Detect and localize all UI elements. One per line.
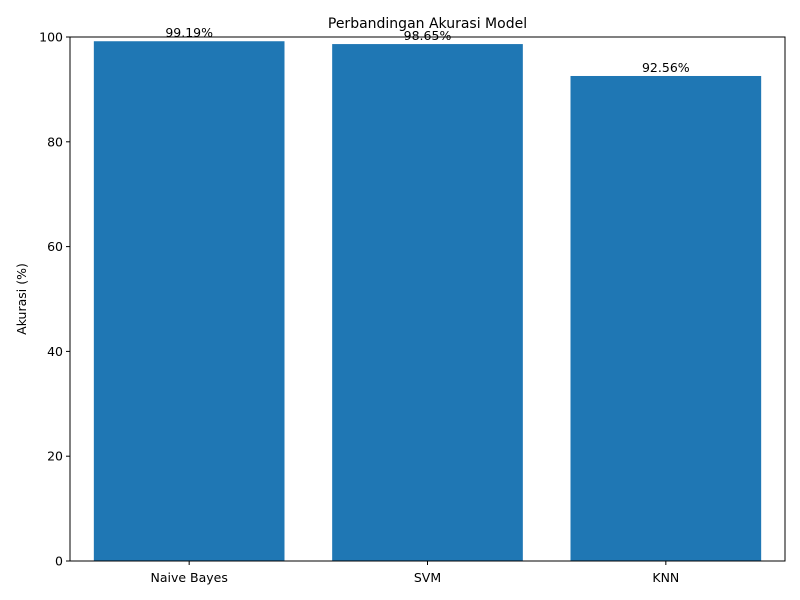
x-tick-label: KNN bbox=[652, 570, 679, 585]
data-labels-layer: 99.19% 98.65% 92.56% bbox=[165, 25, 689, 75]
plot-frame bbox=[69, 36, 786, 562]
x-tick-label: Naive Bayes bbox=[150, 570, 227, 585]
chart-title: Perbandingan Akurasi Model bbox=[328, 16, 527, 32]
data-label: 92.56% bbox=[642, 60, 690, 75]
y-tick-label: 60 bbox=[47, 239, 63, 254]
y-axis-label: Akurasi (%) bbox=[14, 263, 29, 335]
data-label: 98.65% bbox=[404, 28, 452, 43]
bar-svm bbox=[332, 44, 523, 562]
data-label: 99.19% bbox=[165, 25, 213, 40]
bar-naive-bayes bbox=[93, 41, 285, 562]
y-tick-label: 80 bbox=[47, 134, 63, 149]
y-axis-ticks: 0 20 40 60 80 100 bbox=[39, 30, 70, 569]
y-tick-label: 100 bbox=[39, 30, 63, 45]
x-tick-label: SVM bbox=[414, 570, 441, 585]
y-tick-label: 40 bbox=[47, 344, 63, 359]
bar-knn bbox=[570, 75, 762, 562]
y-tick-label: 0 bbox=[55, 554, 63, 569]
y-tick-label: 20 bbox=[47, 449, 63, 464]
bars-layer bbox=[93, 41, 762, 562]
x-axis-ticks: Naive Bayes SVM KNN bbox=[150, 561, 679, 585]
